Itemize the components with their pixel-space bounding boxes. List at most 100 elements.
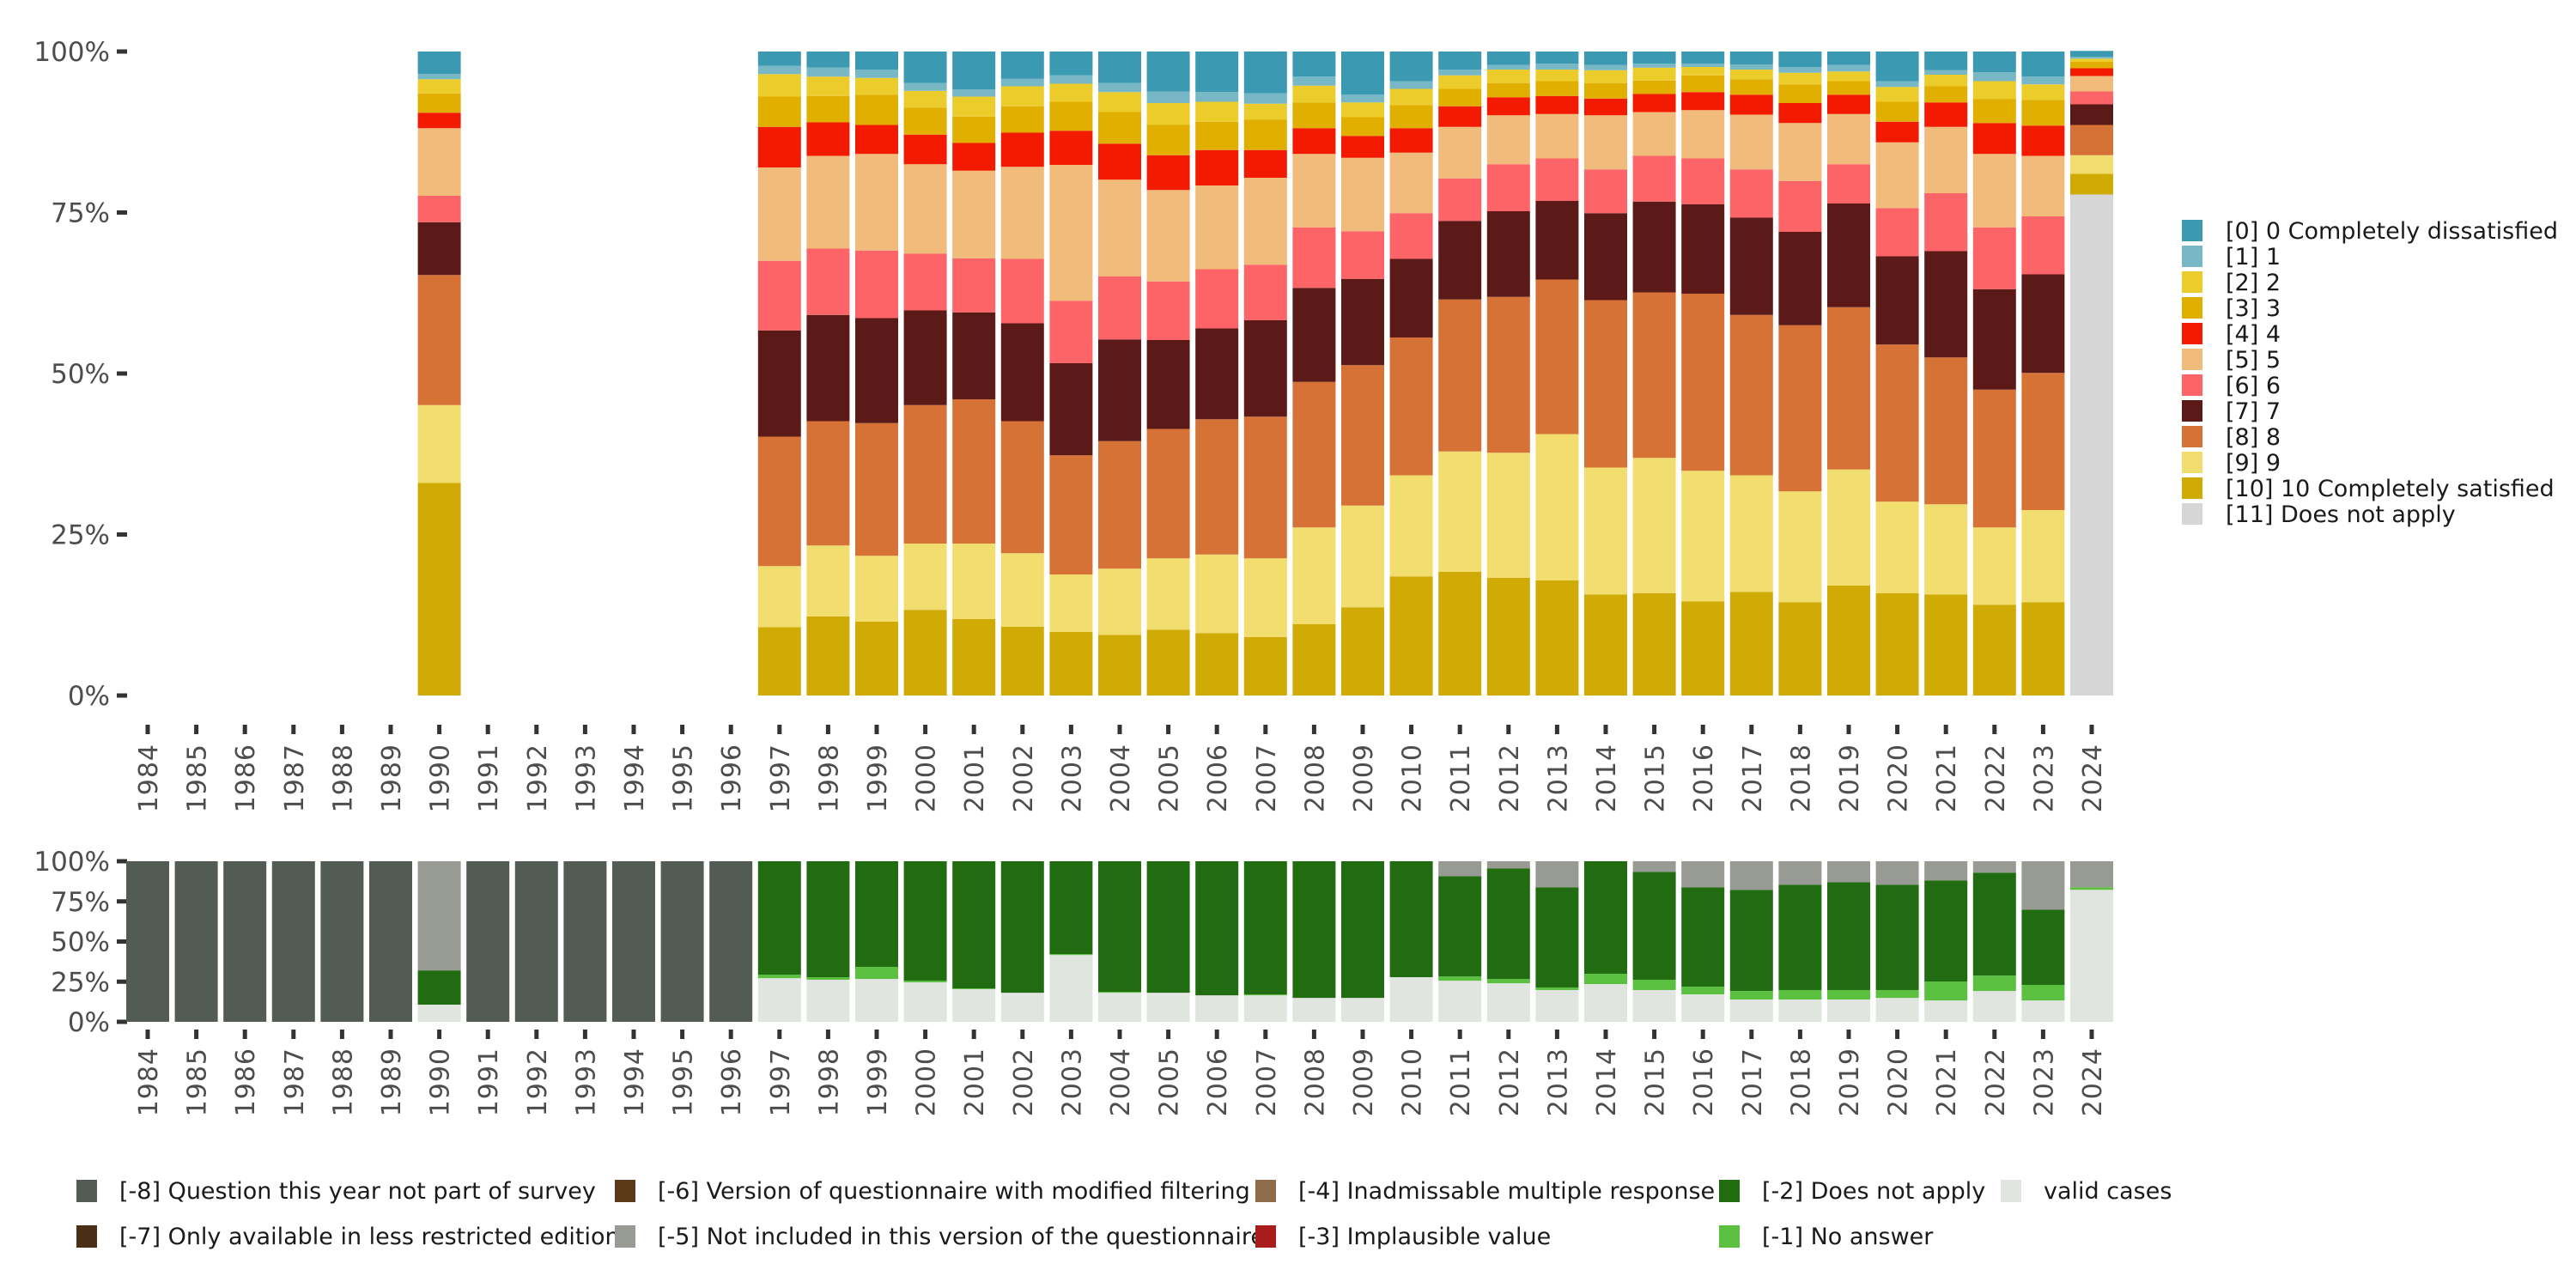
missing-bar-segment-1987--8 bbox=[271, 861, 315, 1022]
bar-segment-2000-cat2 bbox=[903, 90, 947, 108]
bar-segment-2012-cat1 bbox=[1486, 64, 1530, 70]
bar-segment-2022-cat8 bbox=[1972, 389, 2016, 528]
bar-segment-1998-cat4 bbox=[806, 122, 850, 156]
bar-segment-1990-cat2 bbox=[417, 79, 461, 94]
top-xtick-label: 2015 bbox=[1641, 744, 1671, 812]
bar-segment-2007-cat10 bbox=[1243, 636, 1287, 696]
bottom-xtick-label: 2007 bbox=[1252, 1048, 1282, 1116]
bar-segment-2023-cat0 bbox=[2021, 52, 2065, 77]
bar-segment-2005-cat3 bbox=[1146, 125, 1190, 155]
bar-segment-2016-cat6 bbox=[1681, 158, 1725, 204]
missing-bar-segment-2013--2 bbox=[1535, 887, 1579, 987]
bar-segment-1997-cat0 bbox=[757, 52, 801, 66]
bar-segment-2014-cat5 bbox=[1584, 115, 1627, 170]
bar-segment-2017-cat1 bbox=[1729, 64, 1773, 70]
bar-segment-2003-cat2 bbox=[1049, 83, 1093, 102]
bar-segment-2021-cat2 bbox=[1924, 75, 1968, 87]
top-xtick-label: 1996 bbox=[717, 744, 747, 812]
bar-segment-2012-cat6 bbox=[1486, 164, 1530, 211]
top-xtick-label: 1993 bbox=[571, 744, 601, 812]
missing-bar-segment-2022--2 bbox=[1972, 872, 2016, 976]
bar-segment-2005-cat7 bbox=[1146, 340, 1190, 429]
missing-bar-segment-2023--5 bbox=[2021, 861, 2065, 910]
bar-segment-2008-cat4 bbox=[1292, 128, 1336, 155]
legend-label-bottom--8: [-8] Question this year not part of surv… bbox=[119, 1178, 596, 1205]
missing-bar-segment-2011--1 bbox=[1438, 976, 1482, 981]
bar-segment-2010-cat4 bbox=[1389, 128, 1433, 153]
missing-bar-segment-1997--1 bbox=[757, 975, 801, 979]
missing-bar-segment-2001-valid bbox=[952, 989, 996, 1022]
bar-segment-1999-cat6 bbox=[855, 250, 898, 319]
bar-segment-2023-cat2 bbox=[2021, 84, 2065, 100]
top-ytick-label: 25% bbox=[51, 520, 110, 551]
bar-segment-2003-cat5 bbox=[1049, 165, 1093, 301]
missing-bar-segment-1999--2 bbox=[855, 861, 898, 968]
bar-segment-2013-cat10 bbox=[1535, 580, 1579, 696]
missing-bar-segment-1994--8 bbox=[612, 861, 655, 1022]
bar-segment-2012-cat3 bbox=[1486, 82, 1530, 98]
missing-bar-segment-2021--2 bbox=[1924, 880, 1968, 982]
bar-segment-2014-cat3 bbox=[1584, 82, 1627, 99]
bar-segment-2017-cat10 bbox=[1729, 592, 1773, 696]
legend-label-bottom-valid: valid cases bbox=[2044, 1178, 2172, 1205]
bar-segment-2011-cat5 bbox=[1438, 126, 1482, 179]
legend-swatch-top-2 bbox=[2182, 271, 2202, 293]
bar-segment-2005-cat9 bbox=[1146, 558, 1190, 630]
bottom-xtick-label: 1997 bbox=[766, 1048, 796, 1116]
legend-swatch-bottom--7 bbox=[76, 1225, 97, 1248]
missing-bar-segment-2014-valid bbox=[1584, 984, 1627, 1022]
legend-swatch-top-4 bbox=[2182, 323, 2202, 344]
bar-segment-2001-cat3 bbox=[952, 116, 996, 143]
bar-segment-2015-cat9 bbox=[1632, 458, 1676, 593]
legend-label-bottom--4: [-4] Inadmissable multiple response bbox=[1298, 1178, 1715, 1205]
bar-segment-2003-cat4 bbox=[1049, 131, 1093, 165]
missing-bar-segment-2024-valid bbox=[2070, 890, 2113, 1022]
bar-segment-2022-cat2 bbox=[1972, 81, 2016, 100]
bottom-ytick-label: 75% bbox=[51, 887, 110, 918]
bar-segment-2001-cat5 bbox=[952, 170, 996, 258]
bar-segment-2022-cat7 bbox=[1972, 289, 2016, 390]
bar-segment-2002-cat6 bbox=[1000, 258, 1044, 324]
bar-segment-2009-cat6 bbox=[1341, 231, 1384, 279]
bar-segment-2013-cat7 bbox=[1535, 201, 1579, 280]
missing-bar-segment-2003--2 bbox=[1049, 861, 1093, 955]
missing-bar-segment-2022--5 bbox=[1972, 861, 2016, 873]
missing-bar-segment-2012--2 bbox=[1486, 868, 1530, 980]
bar-segment-2000-cat4 bbox=[903, 134, 947, 165]
bar-segment-2004-cat9 bbox=[1098, 568, 1141, 635]
missing-bar-segment-1984--8 bbox=[126, 861, 169, 1022]
top-xtick-label: 1992 bbox=[523, 744, 553, 812]
bottom-xtick-label: 1986 bbox=[231, 1048, 261, 1116]
bottom-xtick-label: 2019 bbox=[1835, 1048, 1865, 1116]
bottom-xtick-label: 1993 bbox=[571, 1048, 601, 1116]
top-xtick-label: 1998 bbox=[814, 744, 844, 812]
missing-bar-segment-2020-valid bbox=[1875, 998, 1919, 1022]
bar-segment-2022-cat5 bbox=[1972, 154, 2016, 228]
bar-segment-2013-cat4 bbox=[1535, 95, 1579, 114]
bar-segment-2020-cat7 bbox=[1875, 256, 1919, 345]
legend-label-top-1: [1] 1 bbox=[2226, 244, 2281, 270]
bar-segment-2016-cat7 bbox=[1681, 204, 1725, 294]
bottom-xtick-label: 1985 bbox=[183, 1048, 213, 1116]
bar-segment-2006-cat4 bbox=[1195, 149, 1239, 185]
bar-segment-2011-cat3 bbox=[1438, 88, 1482, 106]
bar-segment-2010-cat7 bbox=[1389, 258, 1433, 337]
missing-bar-segment-2014--1 bbox=[1584, 974, 1627, 985]
legend-label-top-0: [0] 0 Completely dissatisfied bbox=[2226, 218, 2558, 245]
missing-bar-segment-1989--8 bbox=[369, 861, 412, 1022]
bottom-ytick-label: 100% bbox=[33, 847, 110, 878]
missing-bar-segment-2017--1 bbox=[1729, 991, 1773, 1000]
bar-segment-2001-cat2 bbox=[952, 96, 996, 117]
bar-segment-2009-cat3 bbox=[1341, 117, 1384, 137]
top-xtick-label: 2003 bbox=[1057, 744, 1087, 812]
bar-segment-2005-cat6 bbox=[1146, 281, 1190, 340]
bar-segment-2009-cat4 bbox=[1341, 136, 1384, 158]
bar-segment-2014-cat9 bbox=[1584, 467, 1627, 595]
missing-bar-segment-2024--1 bbox=[2070, 887, 2113, 890]
top-ytick-label: 75% bbox=[51, 198, 110, 229]
bar-segment-2003-cat1 bbox=[1049, 75, 1093, 84]
bar-segment-2023-cat9 bbox=[2021, 510, 2065, 603]
bar-segment-2006-cat0 bbox=[1195, 52, 1239, 93]
bar-segment-2005-cat10 bbox=[1146, 629, 1190, 696]
